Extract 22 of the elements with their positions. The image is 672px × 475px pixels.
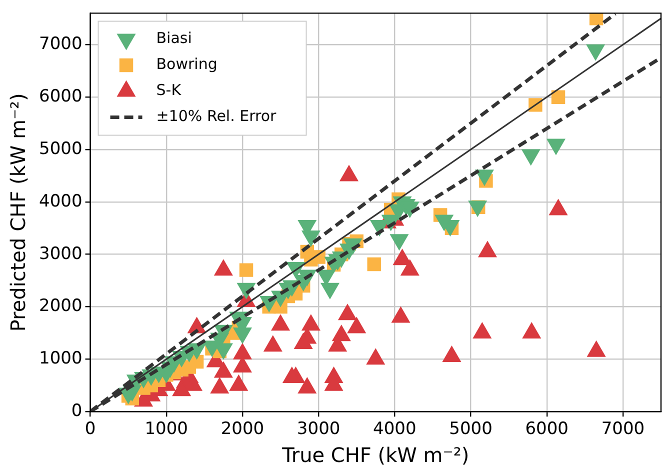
x-tick-label: 2000 xyxy=(220,419,264,440)
x-tick-label: 4000 xyxy=(373,419,416,440)
y-tick-label: 6000 xyxy=(39,86,82,106)
y-axis-title: Predicted CHF (kW m⁻²) xyxy=(6,93,30,332)
y-tick-label: 3000 xyxy=(39,244,82,264)
legend-label: ±10% Rel. Error xyxy=(156,107,278,126)
x-tick-label: 6000 xyxy=(525,419,568,440)
x-tick-label: 7000 xyxy=(601,419,645,440)
y-tick-label: 5000 xyxy=(39,138,82,159)
x-tick-label: 3000 xyxy=(296,419,340,440)
legend-label: Bowring xyxy=(156,55,218,74)
legend-label: S-K xyxy=(156,81,182,100)
y-tick-label: 4000 xyxy=(39,191,82,212)
x-tick-label: 1000 xyxy=(144,419,188,440)
y-tick-label: 2000 xyxy=(39,296,82,316)
x-axis-title: True CHF (kW m⁻²) xyxy=(281,443,470,468)
y-tick-label: 7000 xyxy=(39,34,82,54)
y-tick-label: 0 xyxy=(71,401,82,422)
y-tick-label: 1000 xyxy=(39,348,82,369)
legend-label: Biasi xyxy=(156,29,192,48)
x-tick-label: 0 xyxy=(84,419,96,440)
x-tick-label: 5000 xyxy=(449,419,492,440)
